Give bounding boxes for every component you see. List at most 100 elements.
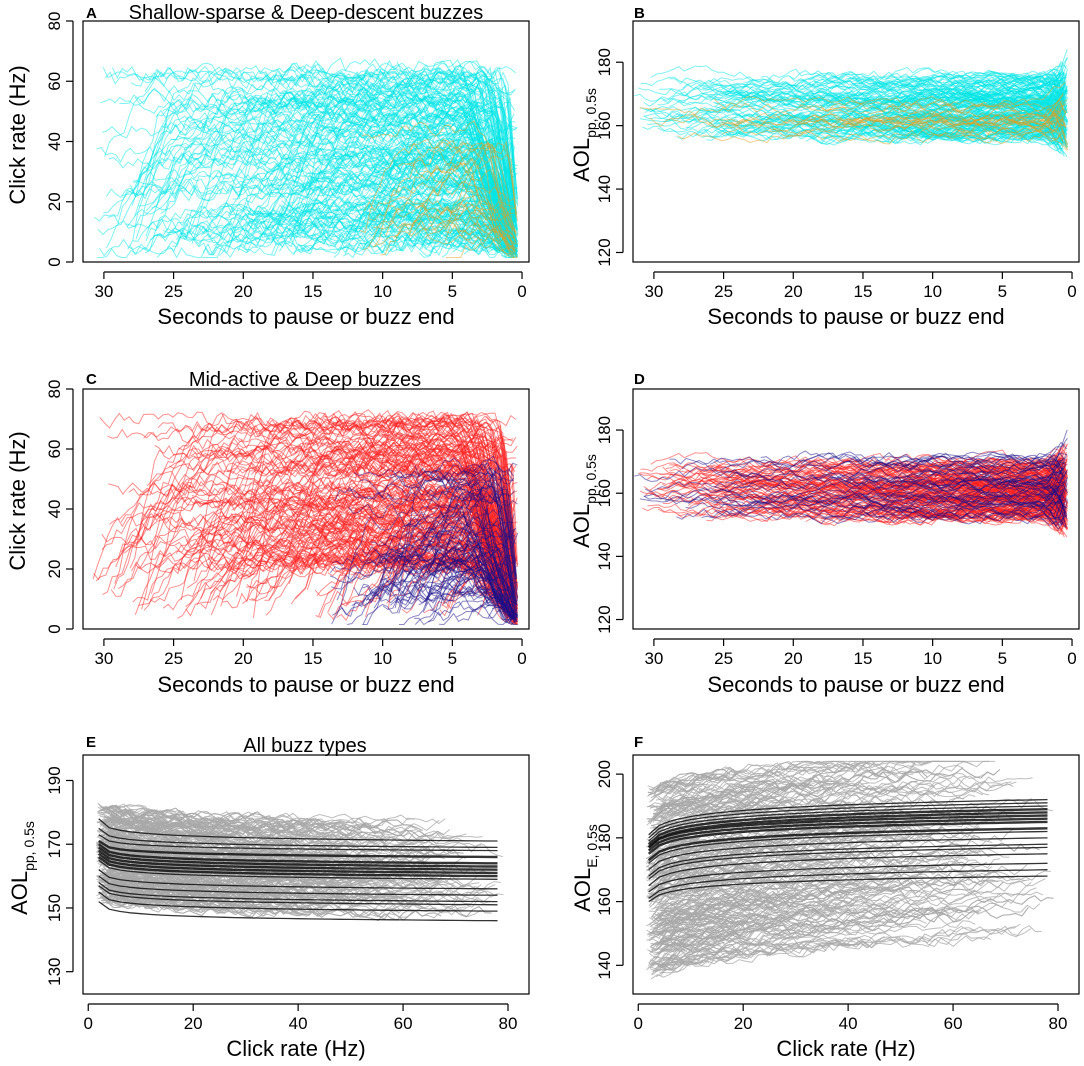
- panel-f-fit-line: [648, 843, 1048, 877]
- panel-f-trace-a: [649, 868, 883, 904]
- panel-d-trace-b: [760, 437, 1068, 465]
- panel-e-trace-a: [110, 814, 364, 833]
- panel-b-trace-b: [639, 92, 1064, 118]
- panel-a-trace-a: [289, 168, 515, 248]
- panel-b-x-tick-label: 15: [854, 282, 873, 301]
- panel-a-trace-b: [373, 212, 515, 253]
- panel-f-trace-a: [650, 913, 733, 937]
- panel-b-trace-a: [904, 60, 1067, 88]
- panel-f-trace-a: [647, 768, 731, 796]
- panel-f-x-tick-label: 60: [944, 1014, 963, 1033]
- panel-a-trace-a: [299, 237, 515, 259]
- panel-f-trace-a: [658, 962, 685, 971]
- panel-b-trace-b: [842, 103, 1067, 132]
- panel-e-title: All buzz types: [243, 735, 366, 757]
- panel-a-trace-a: [111, 65, 518, 200]
- panel-e-trace-a: [99, 807, 396, 836]
- panel-d-letter: D: [634, 371, 645, 388]
- panel-a-trace-a: [212, 94, 517, 212]
- panel-f-trace-a: [661, 907, 946, 951]
- panel-c-x-tick-label: 5: [448, 649, 457, 668]
- panel-a-trace-a: [345, 135, 517, 217]
- panel-f-ylabel-main: AOL: [570, 868, 595, 912]
- panel-a-y-tick-label: 40: [45, 132, 64, 151]
- panel-e-fit-line: [98, 818, 498, 842]
- panel-e-y-tick-label: 150: [45, 894, 64, 922]
- panel-e-fit-line: [98, 875, 498, 896]
- panel-e: E All buzz types 0 20 40 60 80 130 150 170 190 C…: [7, 734, 530, 1061]
- panel-f-trace-a: [648, 864, 757, 889]
- panel-f-fit-line: [647, 817, 1048, 852]
- panel-c-trace-b: [402, 560, 516, 611]
- panel-d-x-tick-label: 25: [714, 649, 733, 668]
- panel-a-trace-a: [485, 173, 516, 248]
- panel-d-x-tick-label: 30: [644, 649, 663, 668]
- panel-d: D 30 25 20 15 10 5 0 120 140 160 180 Seconds to pa…: [569, 371, 1080, 697]
- panel-a-trace-a: [129, 227, 516, 258]
- panel-e-fit-line: [97, 849, 498, 871]
- panel-c-trace-b: [347, 482, 515, 541]
- panel-e-fit-line: [98, 839, 498, 859]
- panel-a-trace-a: [94, 210, 515, 243]
- panel-d-x-tick-label: 10: [923, 649, 942, 668]
- panel-f-xlabel: Click rate (Hz): [776, 1036, 915, 1061]
- panel-e-xlabel: Click rate (Hz): [226, 1036, 365, 1061]
- panel-c-trace-b: [428, 488, 517, 580]
- panel-f-trace-a: [646, 856, 931, 898]
- panel-e-trace-a: [100, 828, 152, 842]
- panel-f-fit-line: [648, 853, 1048, 887]
- panel-f-trace-a: [658, 887, 905, 922]
- panel-a-trace-a: [144, 145, 517, 254]
- panel-c-y-tick-label: 40: [45, 500, 64, 519]
- panel-b-trace-a: [914, 76, 1066, 101]
- panel-b-x-tick-label: 10: [923, 282, 942, 301]
- panel-c-x-tick-label: 0: [517, 649, 526, 668]
- panel-b-frame: [632, 20, 1080, 263]
- panel-f-fit-line: [647, 811, 1048, 849]
- panel-b-trace-b: [1003, 121, 1066, 140]
- panel-a-title: Shallow-sparse & Deep-descent buzzes: [129, 2, 484, 24]
- panel-c-xlabel: Seconds to pause or buzz end: [157, 672, 454, 697]
- panel-c-trace-b: [386, 491, 515, 589]
- panel-f-fit-line: [648, 846, 1048, 880]
- panel-e-trace-a: [106, 869, 353, 892]
- panel-c-trace-b: [402, 488, 516, 602]
- panel-d-xlabel: Seconds to pause or buzz end: [707, 672, 1004, 697]
- panel-a-x-tick-label: 15: [304, 282, 323, 301]
- panel-e-fit-line: [97, 843, 498, 865]
- panel-c-y-tick-label: 80: [45, 380, 64, 399]
- panel-a-y-tick-label: 20: [45, 192, 64, 211]
- panel-d-x-tick-label: 15: [854, 649, 873, 668]
- panel-a-x-tick-label: 20: [234, 282, 253, 301]
- panel-b-trace-a: [745, 88, 1065, 111]
- panel-d-y-tick-label: 140: [595, 542, 614, 570]
- panel-a-trace-b: [385, 170, 518, 245]
- panel-a-trace-a: [122, 68, 518, 237]
- panel-b-letter: B: [634, 5, 645, 22]
- panel-e-frame: [82, 754, 530, 995]
- panel-c-x-tick-label: 25: [164, 649, 183, 668]
- panel-d-trace-b: [900, 455, 1064, 471]
- panel-a-traces: [94, 57, 519, 259]
- panel-f-trace-a: [660, 777, 775, 806]
- panel-f-trace-a: [650, 769, 885, 802]
- panel-c-trace-a: [95, 510, 517, 601]
- panel-a-trace-a: [471, 60, 516, 77]
- panel-c-trace-a: [486, 414, 517, 427]
- panel-e-trace-a: [108, 897, 160, 911]
- panel-f-trace-a: [652, 777, 843, 815]
- panel-e-trace-a: [101, 893, 492, 922]
- panel-b-trace-a: [697, 71, 1067, 94]
- panel-e-fit-line: [98, 859, 498, 880]
- panel-e-ylabel: AOLpp, 0.5s: [7, 821, 37, 915]
- panel-e-trace-a: [102, 816, 286, 835]
- panel-a-trace-a: [312, 67, 519, 207]
- panel-c-trace-a: [99, 409, 515, 609]
- panel-f-trace-a: [658, 924, 836, 955]
- panel-a-trace-a: [144, 75, 517, 231]
- panel-d-x-tick-label: 20: [784, 649, 803, 668]
- panel-c-trace-b: [463, 455, 518, 473]
- panel-c-trace-b: [469, 470, 515, 487]
- panel-f-trace-a: [651, 944, 721, 964]
- panel-b-ylabel-main: AOL: [569, 138, 594, 182]
